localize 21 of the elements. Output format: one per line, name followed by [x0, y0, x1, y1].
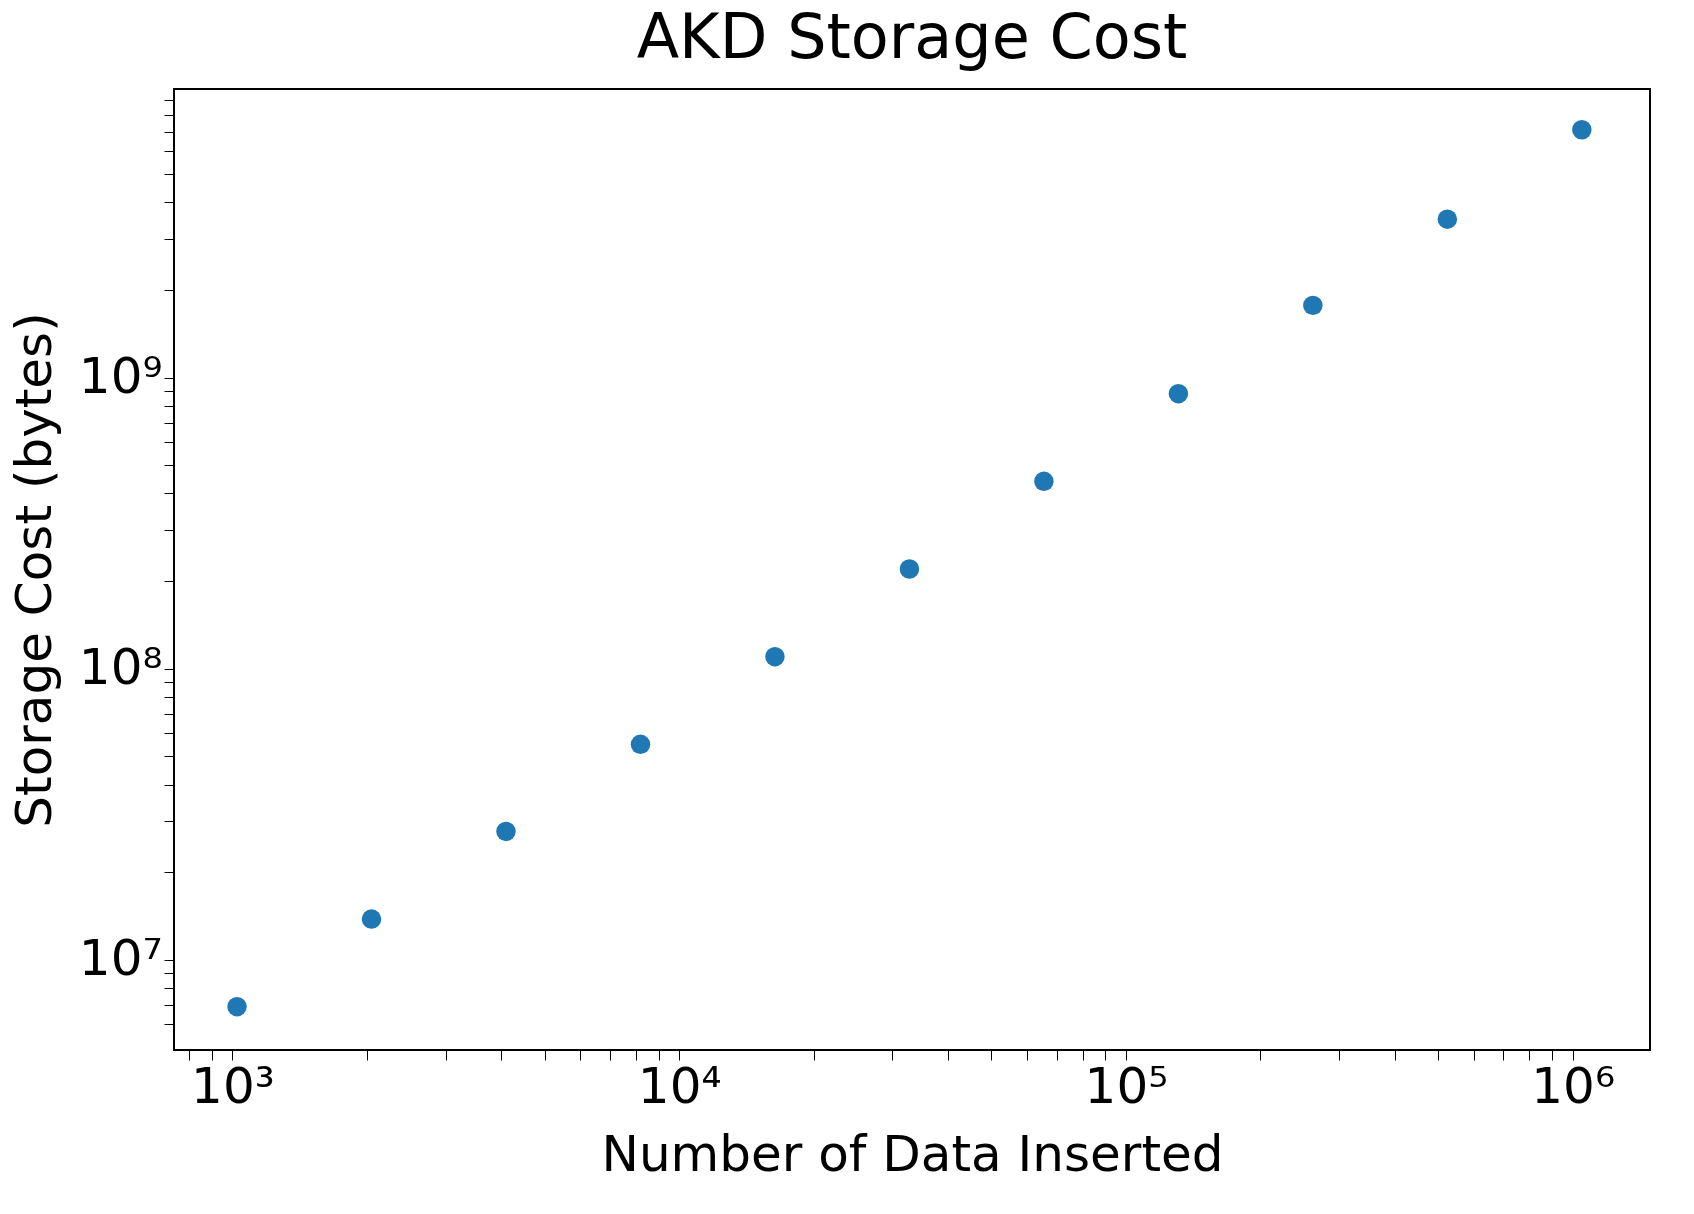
x-axis-title: Number of Data Inserted [601, 1124, 1224, 1183]
point [1572, 120, 1592, 140]
point [1303, 295, 1323, 316]
point [496, 821, 516, 842]
point [765, 646, 785, 667]
point [227, 997, 247, 1017]
point [1168, 384, 1189, 404]
x-tick-label: 10⁵ [1084, 1056, 1169, 1115]
point [1437, 209, 1458, 229]
y-axis-title: Storage Cost (bytes) [4, 312, 63, 828]
y-tick-label: 10⁸ [78, 638, 163, 697]
point [630, 734, 651, 754]
point [361, 909, 382, 929]
y-tick-label: 10⁷ [78, 929, 163, 988]
point [899, 559, 920, 579]
point [1034, 471, 1054, 492]
x-tick-label: 10³ [191, 1056, 275, 1115]
chart-title: AKD Storage Cost [636, 0, 1188, 73]
x-tick-label: 10⁶ [1531, 1056, 1615, 1115]
y-tick-label: 10⁹ [78, 347, 163, 406]
x-tick-label: 10⁴ [637, 1056, 722, 1115]
